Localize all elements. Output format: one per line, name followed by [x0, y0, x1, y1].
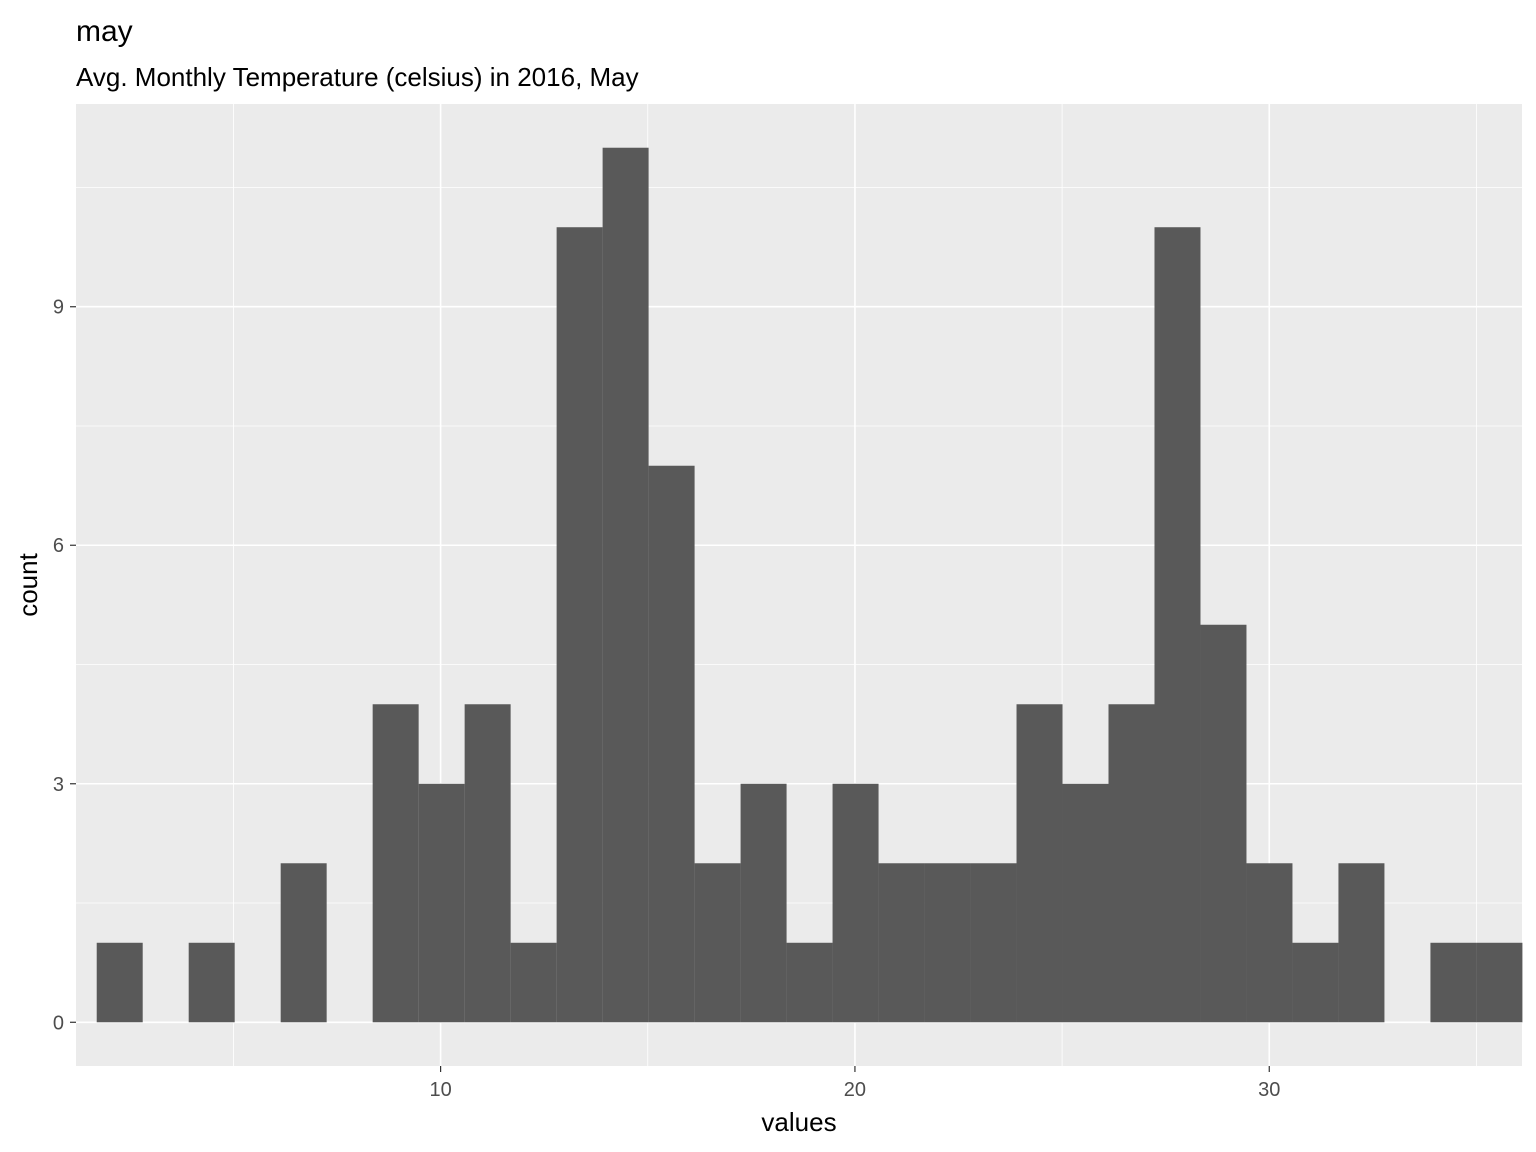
y-tick-label: 6	[53, 535, 64, 557]
histogram-bar	[1246, 863, 1293, 1023]
histogram-bar	[556, 227, 603, 1023]
histogram-bar	[970, 863, 1017, 1023]
y-axis: 0 3 6 9	[53, 297, 76, 1034]
histogram-bar	[1338, 863, 1385, 1023]
chart-title: may	[76, 15, 133, 48]
histogram-bar	[96, 942, 143, 1023]
bars	[96, 147, 1523, 1023]
histogram-bar	[1154, 227, 1201, 1023]
x-axis: 10 20 30	[429, 1066, 1280, 1101]
histogram-bar	[1200, 624, 1247, 1023]
histogram-bar	[602, 147, 649, 1023]
histogram-bar	[786, 942, 833, 1023]
histogram-bar	[280, 863, 327, 1023]
histogram-bar	[372, 704, 419, 1023]
x-tick-label: 20	[844, 1079, 866, 1101]
histogram-bar	[1016, 704, 1063, 1023]
x-tick-label: 30	[1258, 1079, 1280, 1101]
histogram-bar	[832, 783, 879, 1023]
chart-subtitle: Avg. Monthly Temperature (celsius) in 20…	[76, 62, 639, 92]
histogram-bar	[694, 863, 741, 1023]
histogram-bar	[648, 465, 695, 1023]
y-tick-label: 3	[53, 774, 64, 796]
histogram-bar	[878, 863, 925, 1023]
histogram-bar	[1430, 942, 1477, 1023]
y-tick-label: 0	[53, 1012, 64, 1034]
histogram-bar	[924, 863, 971, 1023]
histogram-bar	[418, 783, 465, 1023]
histogram-bar	[1108, 704, 1155, 1023]
histogram-bar	[1476, 942, 1523, 1023]
y-axis-title: count	[13, 552, 43, 616]
histogram-bar	[510, 942, 557, 1023]
x-tick-label: 10	[429, 1079, 451, 1101]
histogram-bar	[1062, 783, 1109, 1023]
x-axis-title: values	[761, 1107, 836, 1137]
histogram-bar	[1292, 942, 1339, 1023]
histogram-bar	[740, 783, 787, 1023]
histogram-bar	[188, 942, 235, 1023]
y-tick-label: 9	[53, 297, 64, 319]
histogram-bar	[464, 704, 511, 1023]
